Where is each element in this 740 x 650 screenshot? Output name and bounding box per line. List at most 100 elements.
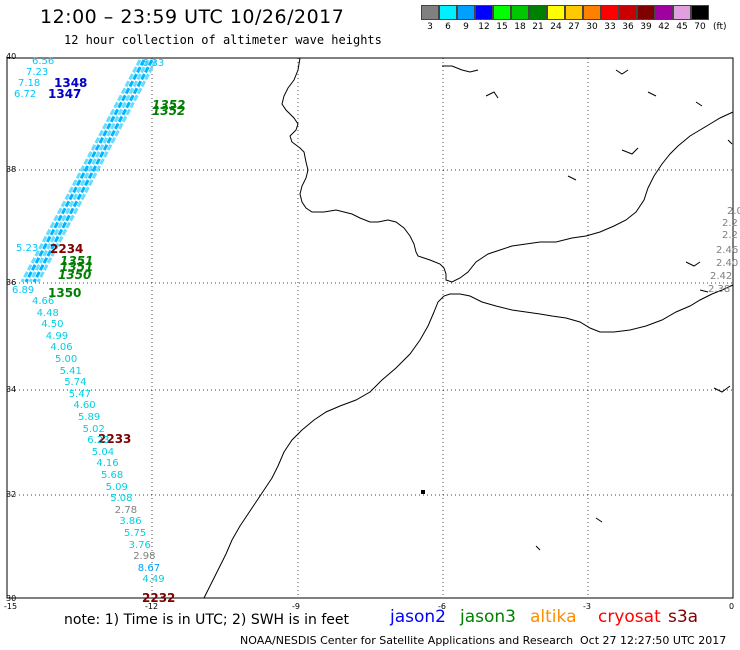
track-stroke: [24, 59, 146, 283]
north-spain-coastline: [442, 65, 499, 99]
pass-time-label: 2234: [50, 242, 84, 256]
swh-reading: 2.98: [133, 551, 156, 563]
colorbar-label: 42: [658, 22, 670, 32]
satellite-legend-cryosat: cryosat: [598, 607, 661, 627]
swh-reading: 3.76: [128, 539, 151, 551]
swh-reading: 5.75: [124, 528, 147, 539]
satellite-legend-jason3: jason3: [460, 607, 516, 627]
swh-reading: 2.38: [708, 284, 731, 295]
colorbar-swatch: [601, 5, 619, 20]
colorbar-labels: 3 6 9 12 15 18 21 24 27 30 33 36 39 42 45 70: [421, 22, 709, 32]
swh-reading: 5.09: [105, 481, 128, 493]
colorbar-label: 18: [514, 22, 526, 32]
swh-reading: 6.23: [87, 435, 110, 447]
lat-label-40: 40: [6, 52, 17, 61]
wave-height-colorbar: [421, 5, 709, 20]
islands: [535, 69, 733, 551]
lat-label-32: 32: [6, 490, 17, 499]
colorbar-swatch: [529, 5, 547, 20]
pass-time-label: 1350: [58, 268, 92, 282]
swh-reading: 5.47: [68, 388, 92, 400]
colorbar-label: 30: [586, 22, 598, 32]
lon-label-6w: -6: [438, 602, 446, 611]
swh-reading: 5.74: [64, 377, 87, 389]
swh-reading: 2.42: [710, 271, 733, 282]
colorbar-label: 24: [550, 22, 562, 32]
lon-label-0: 0: [729, 602, 735, 611]
colorbar-label: 70: [694, 22, 706, 32]
lon-label-3w: -3: [583, 602, 591, 611]
swh-reading: 4.50: [41, 319, 64, 331]
units-note: note: 1) Time is in UTC; 2) SWH is in fe…: [64, 612, 350, 628]
colorbar-swatch: [655, 5, 673, 20]
track-stroke: [36, 59, 158, 283]
lat-label-36: 36: [6, 278, 17, 287]
colorbar-swatch: [493, 5, 511, 20]
lat-label-30: 30: [6, 594, 17, 603]
colorbar-label: 3: [427, 22, 433, 32]
island-speck: [421, 490, 425, 494]
swh-reading: 8.67: [137, 562, 161, 574]
swh-reading: 6.72: [14, 89, 37, 100]
swh-reading: 4.49: [142, 574, 165, 586]
swh-reading: 6.89: [12, 285, 35, 296]
altimeter-track: [20, 59, 158, 283]
swh-reading: 4.99: [45, 330, 69, 342]
colorbar-swatch: [457, 5, 475, 20]
colorbar-label: 6: [445, 22, 451, 32]
colorbar-swatch: [619, 5, 637, 20]
swh-reading: 5.89: [78, 412, 101, 423]
pass-time-label: 1352: [152, 104, 186, 118]
swh-reading: 4.16: [96, 458, 119, 470]
swh-reading: 4.60: [73, 400, 96, 412]
lon-label-9w: -9: [292, 602, 300, 611]
pass-time-label: 1351: [60, 260, 94, 274]
colorbar-swatch: [565, 5, 583, 20]
swh-reading: 7.23: [26, 67, 49, 78]
africa-coastline: [203, 284, 734, 599]
colorbar-swatch: [421, 5, 439, 20]
swh-reading: 5.02: [82, 423, 105, 435]
track-stroke: [20, 59, 142, 283]
satellite-legend-s3a: s3a: [668, 607, 699, 627]
swh-reading: 5.00: [55, 354, 78, 365]
swh-reading: 7.18: [18, 78, 41, 89]
pass-time-label: 2233: [98, 432, 132, 446]
colorbar-label: 36: [622, 22, 634, 32]
swh-reading: 2.0: [727, 206, 740, 217]
colorbar-label: 9: [463, 22, 469, 32]
swh-reading: 2.2: [722, 218, 738, 229]
swh-reading: 5.23: [16, 243, 39, 254]
swh-reading: 5.68: [101, 470, 124, 481]
swh-reading: 2.46: [716, 245, 739, 256]
colorbar-label: 33: [604, 22, 616, 32]
pass-time-label: 1347: [48, 87, 82, 101]
colorbar-swatch: [637, 5, 655, 20]
swh-reading: 2.78: [114, 504, 138, 516]
lat-label-38: 38: [6, 165, 17, 174]
swh-reading: 4.66: [32, 296, 55, 307]
pass-time-label: 1350: [48, 286, 82, 300]
colorbar-swatch: [583, 5, 601, 20]
colorbar-swatch: [547, 5, 565, 20]
map-frame: [6, 57, 734, 599]
lon-label-12w: -12: [145, 602, 159, 611]
colorbar-label: 15: [496, 22, 508, 32]
pass-time-label: 1348: [54, 76, 88, 90]
iberia-coastline: [281, 57, 734, 283]
swh-reading: 5.04: [91, 446, 115, 458]
swh-reading: 6.56: [32, 56, 55, 67]
pass-time-label: 2232: [142, 591, 176, 605]
colorbar-label: 39: [640, 22, 652, 32]
swh-reading: 4.48: [36, 307, 59, 319]
colorbar-unit: (ft): [713, 22, 727, 32]
pass-time-label: 1351: [60, 254, 94, 268]
satellite-legend-jason2: jason2: [390, 607, 446, 627]
footer-credit: NOAA/NESDIS Center for Satellite Applica…: [240, 634, 574, 647]
colorbar-swatch: [475, 5, 493, 20]
satellite-legend-altika: altika: [530, 607, 577, 627]
colorbar-swatch: [691, 5, 709, 20]
footer-timestamp: Oct 27 12:27:50 UTC 2017: [580, 634, 727, 647]
track-stroke: [28, 59, 150, 283]
